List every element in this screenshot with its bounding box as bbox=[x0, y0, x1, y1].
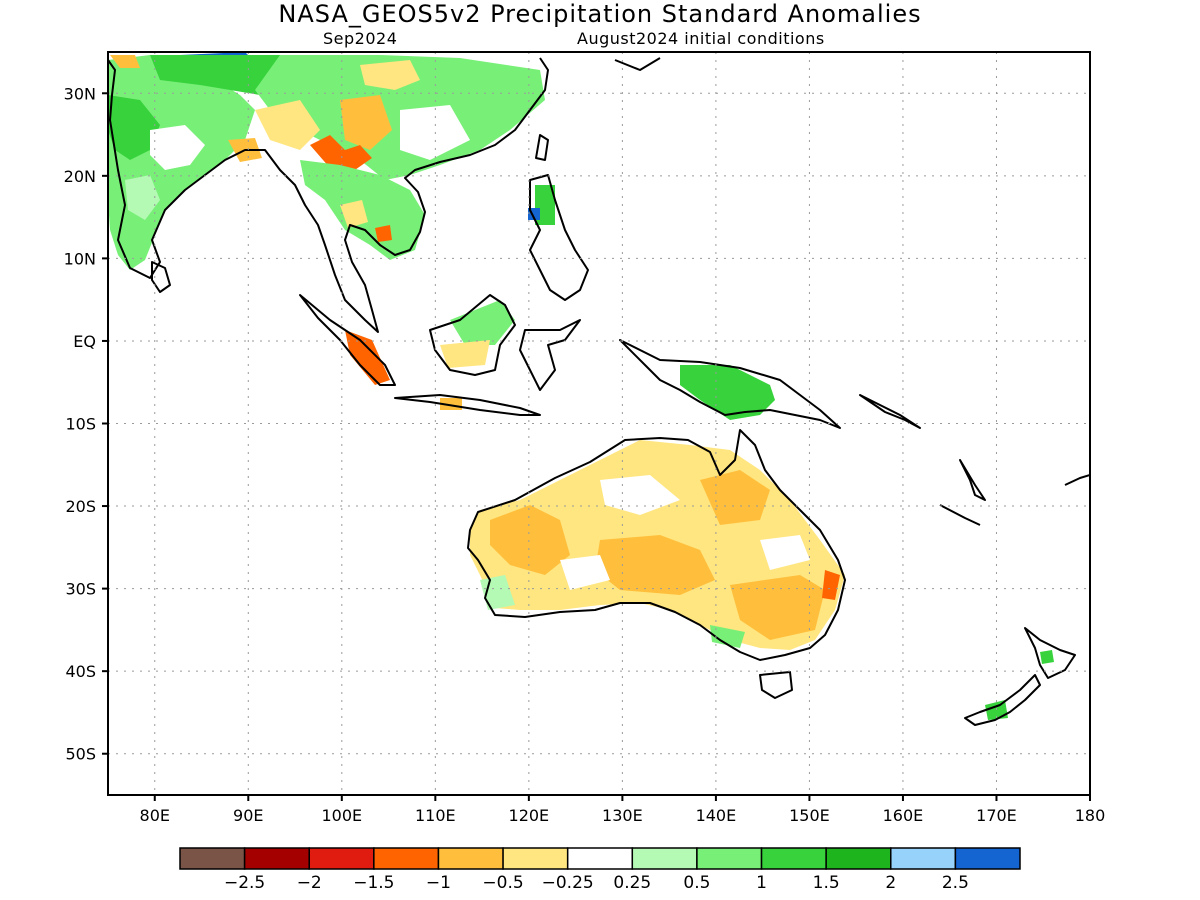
colorbar-label: −2.5 bbox=[224, 873, 265, 893]
colorbar-label: −1.5 bbox=[353, 873, 394, 893]
coastline-vanuatu bbox=[959, 459, 986, 501]
valid-month-label: Sep2024 bbox=[323, 29, 398, 48]
colorbar-swatch bbox=[954, 847, 1021, 870]
lon-tick-label: 180 bbox=[1075, 806, 1106, 825]
colorbar-swatch bbox=[825, 847, 892, 870]
colorbar-label: −0.5 bbox=[482, 873, 523, 893]
colorbar-swatch bbox=[890, 847, 957, 870]
australia-neutral-east bbox=[760, 535, 810, 570]
sumatra-dry bbox=[345, 330, 390, 385]
init-conditions-label: August2024 initial conditions bbox=[577, 29, 825, 48]
colorbar-label: −1 bbox=[426, 873, 451, 893]
lat-tick-label: 40S bbox=[65, 662, 96, 681]
lat-tick-label: 10N bbox=[64, 249, 96, 268]
lat-tick-label: 30N bbox=[64, 84, 96, 103]
australia-moderate-dry bbox=[490, 505, 570, 575]
new-guinea-wet bbox=[680, 365, 775, 420]
india-moist-region bbox=[108, 95, 160, 160]
coastline-sulawesi bbox=[519, 319, 581, 391]
coastlines bbox=[108, 57, 1090, 726]
coastline-java bbox=[394, 394, 541, 416]
map-frame bbox=[107, 51, 1091, 796]
colorbar-swatch bbox=[437, 847, 504, 870]
lon-tick-label: 110E bbox=[415, 806, 456, 825]
lat-tick-label: 20N bbox=[64, 167, 96, 186]
colorbar-label: 1.5 bbox=[813, 873, 840, 893]
yunnan-strong-dry bbox=[310, 135, 372, 172]
coastline-solomon bbox=[859, 394, 921, 429]
lat-tick-label: 10S bbox=[65, 415, 96, 434]
borneo-dry bbox=[440, 340, 490, 368]
colorbar: −2.5 −2 −1.5 −1 −0.5 −0.25 0.25 0.5 1 1.5 2 2.5 bbox=[179, 847, 1021, 893]
india-inner-dry bbox=[150, 125, 205, 170]
colorbar-label: 0.25 bbox=[613, 873, 651, 893]
lon-tick-label: 130E bbox=[602, 806, 643, 825]
lat-tick-label: 30S bbox=[65, 580, 96, 599]
indochina-dry-spots bbox=[340, 200, 368, 228]
lon-tick-label: 160E bbox=[883, 806, 924, 825]
australia-neutral-central bbox=[560, 555, 610, 590]
anomaly-field bbox=[108, 52, 1090, 726]
coastline-borneo bbox=[429, 294, 516, 376]
colorbar-swatch bbox=[502, 847, 569, 870]
colorbar-label: 0.5 bbox=[683, 873, 710, 893]
coastline-asia bbox=[108, 57, 549, 333]
colorbar-swatch bbox=[760, 847, 827, 870]
coastline-taiwan bbox=[535, 134, 549, 161]
colorbar-swatch bbox=[243, 847, 310, 870]
lon-tick-label: 140E bbox=[696, 806, 737, 825]
colorbar-label: −0.25 bbox=[542, 873, 594, 893]
coastline-australia bbox=[467, 429, 846, 661]
lat-tick-label: 20S bbox=[65, 497, 96, 516]
colorbar-swatch bbox=[179, 847, 246, 870]
indochina-dry-spots-2 bbox=[375, 225, 392, 242]
latitude-axis: 30N 20N 10N EQ 10S 20S 30S 40S 50S bbox=[64, 84, 108, 764]
lon-tick-label: 90E bbox=[233, 806, 263, 825]
myanmar-dry-patch bbox=[255, 100, 320, 150]
australia-moderate-dry-3 bbox=[700, 470, 770, 525]
lat-tick-label: 50S bbox=[65, 745, 96, 764]
coastline-sumatra bbox=[299, 294, 396, 386]
colorbar-label: 2.5 bbox=[942, 873, 969, 893]
colorbar-swatch bbox=[308, 847, 375, 870]
colorbar-swatch bbox=[373, 847, 440, 870]
china-dry-patch bbox=[360, 60, 420, 90]
china-dry-central bbox=[340, 95, 392, 150]
coastline-japan bbox=[614, 57, 661, 71]
australia-moderate-dry-2 bbox=[595, 535, 715, 595]
coastline-fiji bbox=[1064, 474, 1090, 486]
colorbar-label: 2 bbox=[885, 873, 896, 893]
colorbar-label: 1 bbox=[756, 873, 767, 893]
australia-neutral-north bbox=[600, 475, 680, 515]
nw-india-dry-spot bbox=[110, 55, 140, 68]
lon-tick-label: 80E bbox=[140, 806, 170, 825]
australia-strong-dry bbox=[822, 570, 840, 600]
lon-tick-label: 170E bbox=[976, 806, 1017, 825]
lat-tick-label: EQ bbox=[73, 332, 96, 351]
coastline-new-caledonia bbox=[939, 504, 981, 526]
coastline-tasmania bbox=[759, 671, 793, 699]
colorbar-swatch bbox=[696, 847, 763, 870]
colorbar-swatch bbox=[566, 847, 634, 870]
colorbar-label: −2 bbox=[297, 873, 322, 893]
coastline-new-guinea bbox=[619, 339, 841, 429]
india-plateau-wet bbox=[125, 175, 160, 220]
borneo-wet bbox=[450, 300, 515, 345]
figure-title: NASA_GEOS5v2 Precipitation Standard Anom… bbox=[278, 0, 922, 28]
lon-tick-label: 100E bbox=[321, 806, 362, 825]
coastline-nz-south bbox=[964, 674, 1041, 726]
australia-se-wet bbox=[710, 625, 745, 648]
colorbar-swatch bbox=[631, 847, 698, 870]
longitude-axis: 80E 90E 100E 110E 120E 130E 140E 150E 160E 170E 18… bbox=[140, 795, 1106, 825]
coastline-nz-north bbox=[1024, 627, 1076, 679]
coastline-philippines bbox=[529, 174, 589, 301]
lon-tick-label: 120E bbox=[509, 806, 550, 825]
lon-tick-label: 150E bbox=[789, 806, 830, 825]
graticule bbox=[108, 52, 1090, 795]
australia-moderate-dry-4 bbox=[730, 575, 825, 640]
nz-north-wet bbox=[1040, 650, 1054, 664]
coastline-sri-lanka bbox=[151, 261, 171, 293]
